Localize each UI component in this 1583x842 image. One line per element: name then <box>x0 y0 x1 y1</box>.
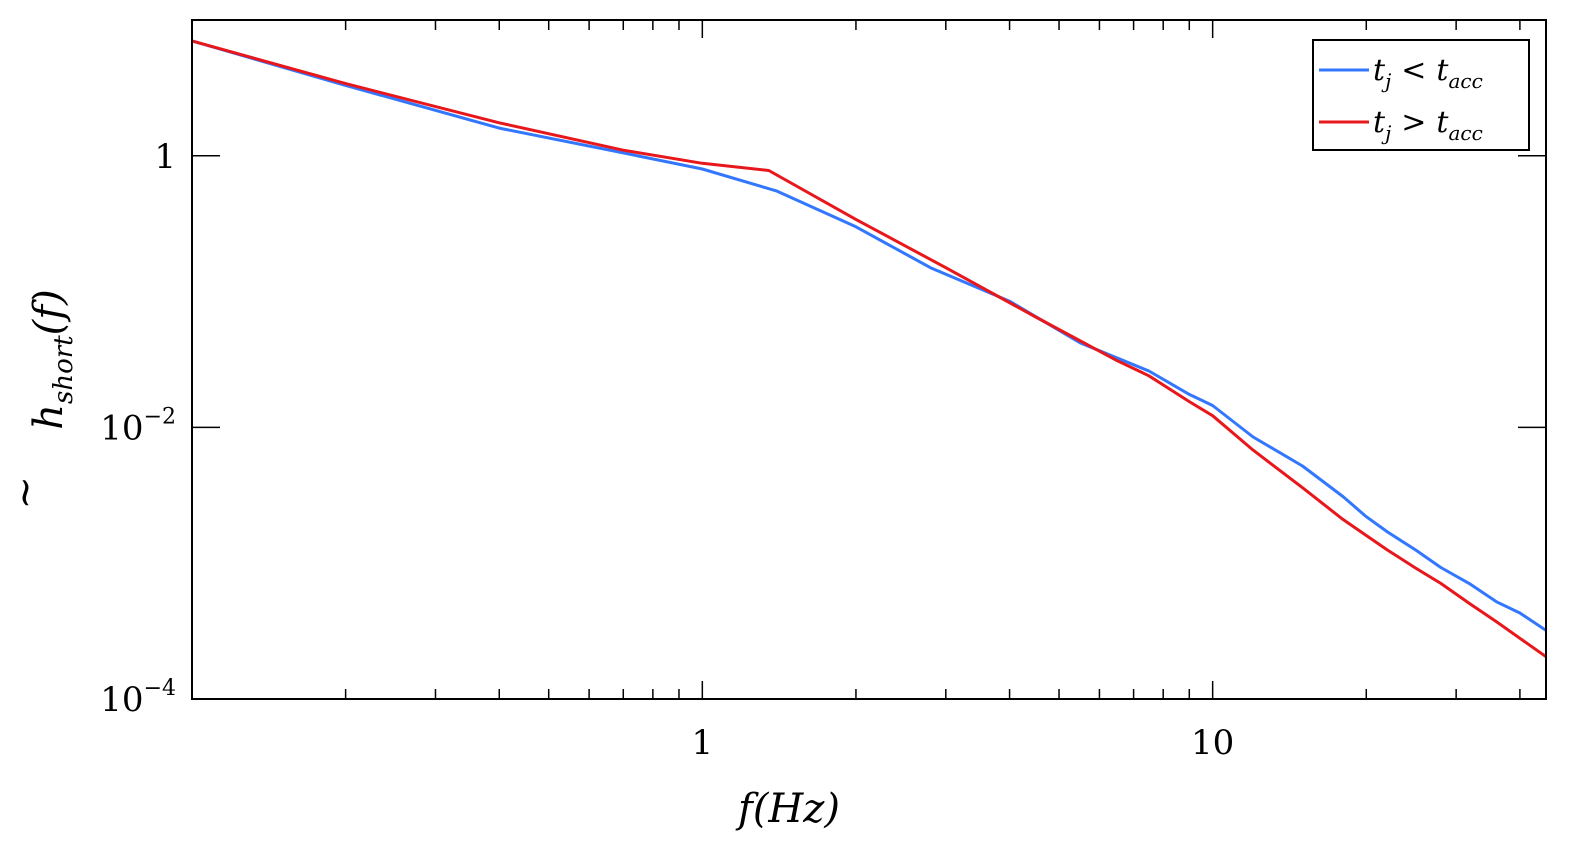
series-line-1 <box>192 39 1546 658</box>
y-tick-label: 10−2 <box>100 404 176 448</box>
x-tick-label: 1 <box>692 723 714 763</box>
legend: tj < tacc tj > tacc <box>1312 39 1530 151</box>
y-axis-label-main: h <box>26 404 72 430</box>
plot-area-frame <box>191 19 1547 700</box>
y-axis-label-arg: (f) <box>26 289 72 335</box>
x-tick-label: 10 <box>1191 723 1234 763</box>
legend-label-tj-greater-tacc: tj > tacc <box>1373 105 1483 145</box>
y-tick-label: 10−4 <box>100 676 176 720</box>
legend-box <box>1312 39 1530 151</box>
tick-marks <box>191 20 1546 700</box>
svg-text:hshort(f): hshort(f) <box>26 289 79 429</box>
series-line-0 <box>192 39 1546 632</box>
y-axis-label-tilde: ~ <box>2 476 48 510</box>
y-tick-label: 1 <box>154 137 176 177</box>
series-layer <box>192 39 1546 658</box>
x-axis-label: f(Hz) <box>735 786 840 832</box>
y-axis-label: hshort(f) ~ <box>2 289 79 509</box>
tick-labels: 1 10 1 10−2 10−4 <box>100 137 1234 763</box>
legend-label-tj-less-tacc: tj < tacc <box>1373 53 1483 93</box>
x-axis-label-unit: (Hz) <box>753 786 840 832</box>
y-axis-label-sub: short <box>49 335 79 404</box>
